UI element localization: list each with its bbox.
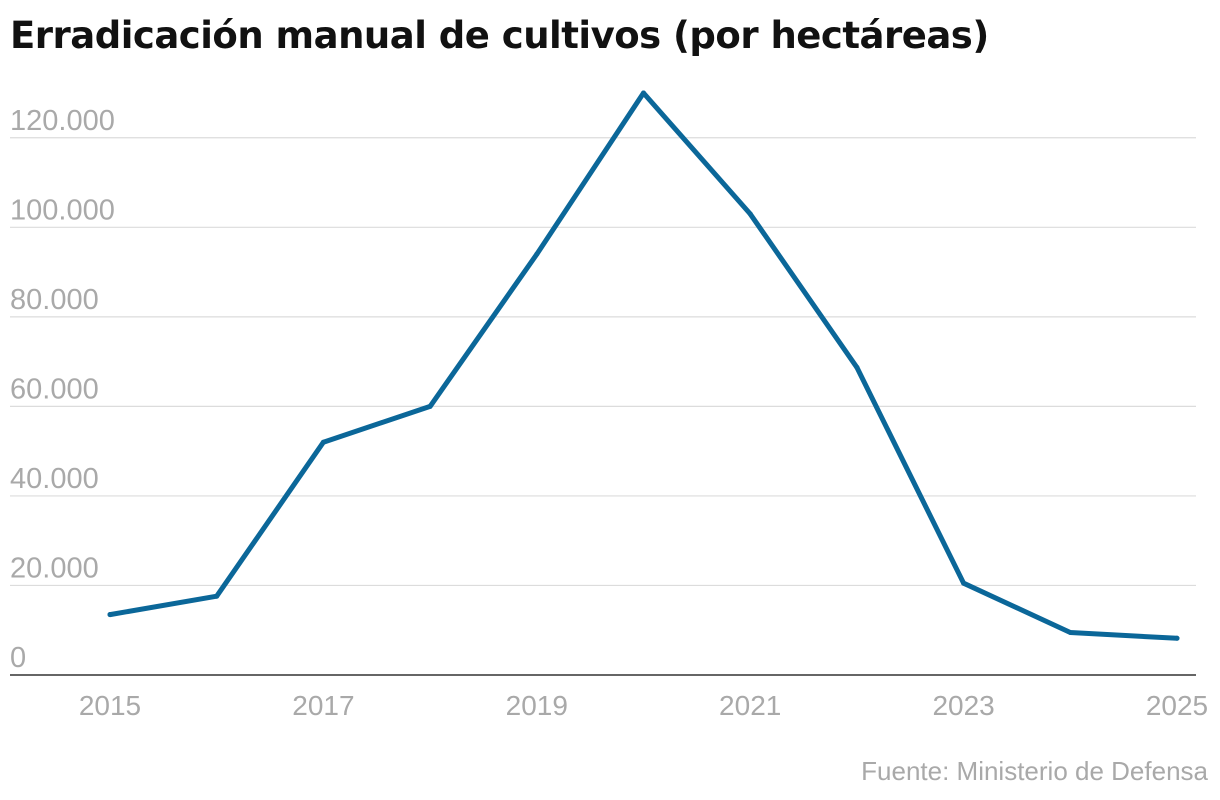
data-point — [854, 364, 860, 370]
y-axis-ticks: 0 20.000 40.000 60.000 80.000 100.000 120.000 — [10, 105, 115, 674]
x-tick-label: 2019 — [506, 690, 568, 721]
x-tick-label: 2015 — [79, 690, 141, 721]
gridlines — [10, 137, 1196, 587]
y-tick-label: 20.000 — [10, 552, 99, 584]
data-point — [641, 90, 646, 96]
x-tick-label: 2023 — [932, 690, 994, 721]
x-tick-label: 2025 — [1146, 690, 1208, 721]
data-point — [214, 593, 220, 599]
y-tick-label: 80.000 — [10, 284, 99, 316]
x-tick-label: 2021 — [719, 690, 781, 721]
source-note: Fuente: Ministerio de Defensa — [861, 756, 1208, 786]
data-points — [107, 90, 1180, 641]
y-tick-label: 60.000 — [10, 373, 99, 405]
data-point — [747, 211, 753, 217]
data-point — [1174, 635, 1180, 641]
data-point — [961, 580, 967, 586]
data-point — [1067, 629, 1073, 635]
chart-title: Erradicación manual de cultivos (por hec… — [10, 14, 989, 57]
x-tick-label: 2017 — [292, 690, 354, 721]
y-tick-label: 100.000 — [10, 194, 115, 226]
data-point — [534, 251, 540, 257]
data-point — [320, 439, 326, 445]
data-point — [107, 612, 113, 618]
y-tick-label: 40.000 — [10, 463, 99, 495]
x-axis-ticks: 2015 2017 2019 2021 2023 2025 — [79, 690, 1208, 721]
y-tick-label: 120.000 — [10, 105, 115, 137]
series-line — [107, 90, 1180, 641]
data-point — [427, 403, 433, 409]
y-tick-label: 0 — [10, 642, 26, 674]
